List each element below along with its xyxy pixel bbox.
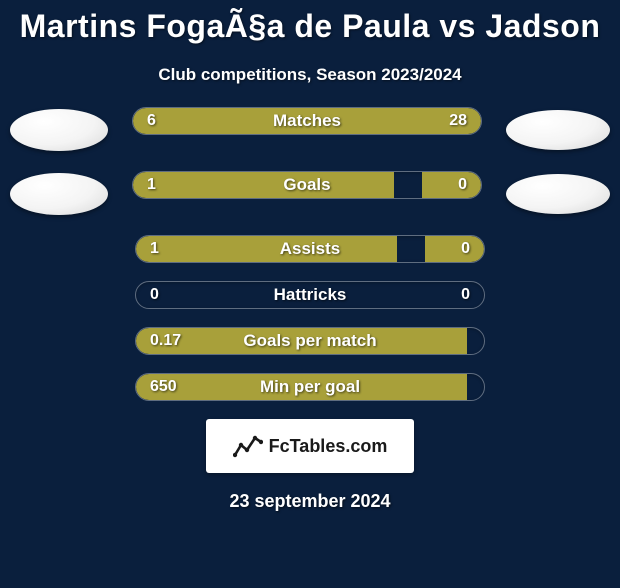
stat-row: 1 Goals 0 <box>10 171 610 217</box>
stat-bar: 6 Matches 28 <box>132 107 482 135</box>
player-avatar-right <box>506 174 610 214</box>
stat-label: Hattricks <box>136 282 484 308</box>
footer-date: 23 september 2024 <box>10 491 610 512</box>
stat-left-value: 0 <box>150 282 159 308</box>
stat-right-value: 0 <box>461 282 470 308</box>
stat-bar: 0 Hattricks 0 <box>135 281 485 309</box>
site-logo: FcTables.com <box>206 419 414 473</box>
stat-bar-right-fill <box>422 172 481 198</box>
stat-bar-area: 0 Hattricks 0 <box>135 281 485 309</box>
stat-row: 6 Matches 28 <box>10 107 610 153</box>
stat-bar-right-fill <box>425 236 484 262</box>
player-avatar-right <box>506 110 610 150</box>
stat-bar-left-fill <box>136 374 467 400</box>
stat-bar-area: 0.17 Goals per match <box>135 327 485 355</box>
stat-bar: 1 Goals 0 <box>132 171 482 199</box>
stat-bar-left-fill <box>133 108 196 134</box>
comparison-infographic: Martins FogaÃ§a de Paula vs Jadson Club … <box>0 8 620 512</box>
stat-bar-left-fill <box>136 236 397 262</box>
site-logo-text: FcTables.com <box>269 436 388 457</box>
player-avatar-left <box>10 173 108 215</box>
stat-bar-left-fill <box>136 328 467 354</box>
stat-bar-right-fill <box>196 108 481 134</box>
stat-bar-left-fill <box>133 172 394 198</box>
stat-bar: 1 Assists 0 <box>135 235 485 263</box>
stat-bar: 650 Min per goal <box>135 373 485 401</box>
stat-bar-area: 1 Assists 0 <box>135 235 485 263</box>
fctables-icon <box>233 433 263 459</box>
stat-bar-area: 6 Matches 28 <box>132 107 482 135</box>
page-subtitle: Club competitions, Season 2023/2024 <box>10 65 610 85</box>
stat-bar-area: 1 Goals 0 <box>132 171 482 199</box>
stat-bar: 0.17 Goals per match <box>135 327 485 355</box>
stats-list: 6 Matches 28 1 Goals 0 1 Assists 0 0 Hat <box>10 107 610 401</box>
page-title: Martins FogaÃ§a de Paula vs Jadson <box>10 8 610 45</box>
player-avatar-left <box>10 109 108 151</box>
stat-bar-area: 650 Min per goal <box>135 373 485 401</box>
